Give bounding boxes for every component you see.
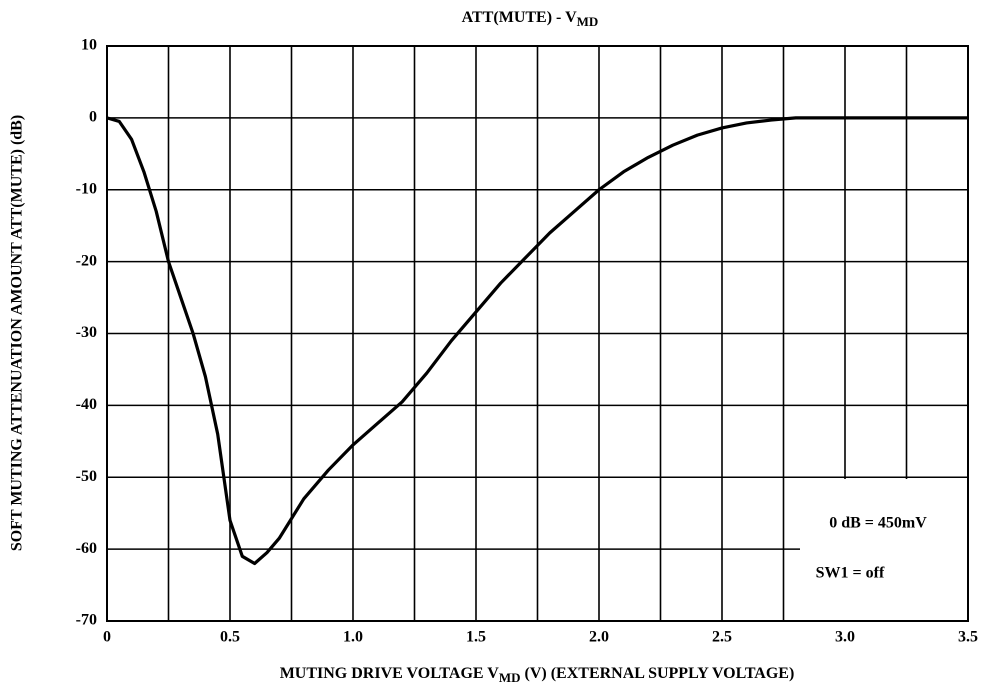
x-axis-label: MUTING DRIVE VOLTAGE VMD (V) (EXTERNAL S…	[280, 665, 795, 685]
y-tick-label: -60	[76, 540, 97, 557]
y-tick-label: 10	[81, 37, 97, 54]
plot-frame	[106, 45, 969, 622]
data-line	[106, 116, 968, 566]
x-tick-label: 0.5	[220, 629, 240, 646]
x-label-subscript: MD	[499, 670, 521, 685]
x-tick-label: 1.5	[466, 629, 486, 646]
x-tick-label: 1.0	[343, 629, 363, 646]
title-subscript: MD	[577, 14, 599, 29]
annotation: 0 dB = 450mV	[829, 515, 927, 532]
x-tick-label: 2.5	[712, 629, 732, 646]
y-tick-label: -70	[76, 612, 97, 629]
x-tick-label: 3.0	[835, 629, 855, 646]
y-tick-label: -50	[76, 468, 97, 485]
chart-title: ATT(MUTE) - VMD	[462, 9, 599, 29]
y-tick-label: -10	[76, 180, 97, 197]
y-tick-label: -40	[76, 396, 97, 413]
y-tick-label: 0	[89, 109, 97, 126]
y-tick-label: -20	[76, 252, 97, 269]
x-label-main: MUTING DRIVE VOLTAGE V	[280, 665, 500, 682]
x-tick-label: 2.0	[589, 629, 609, 646]
x-tick-label: 3.5	[958, 629, 978, 646]
annotation-box	[800, 479, 968, 621]
annotation: SW1 = off	[816, 565, 885, 582]
y-tick-label: -30	[76, 324, 97, 341]
x-tick-label: 0	[103, 629, 111, 646]
x-label-rest: (V) (EXTERNAL SUPPLY VOLTAGE)	[521, 665, 795, 682]
y-axis-label: SOFT MUTING ATTENUATION AMOUNT ATT(MUTE)…	[9, 115, 26, 551]
title-main: ATT(MUTE) - V	[462, 9, 577, 26]
